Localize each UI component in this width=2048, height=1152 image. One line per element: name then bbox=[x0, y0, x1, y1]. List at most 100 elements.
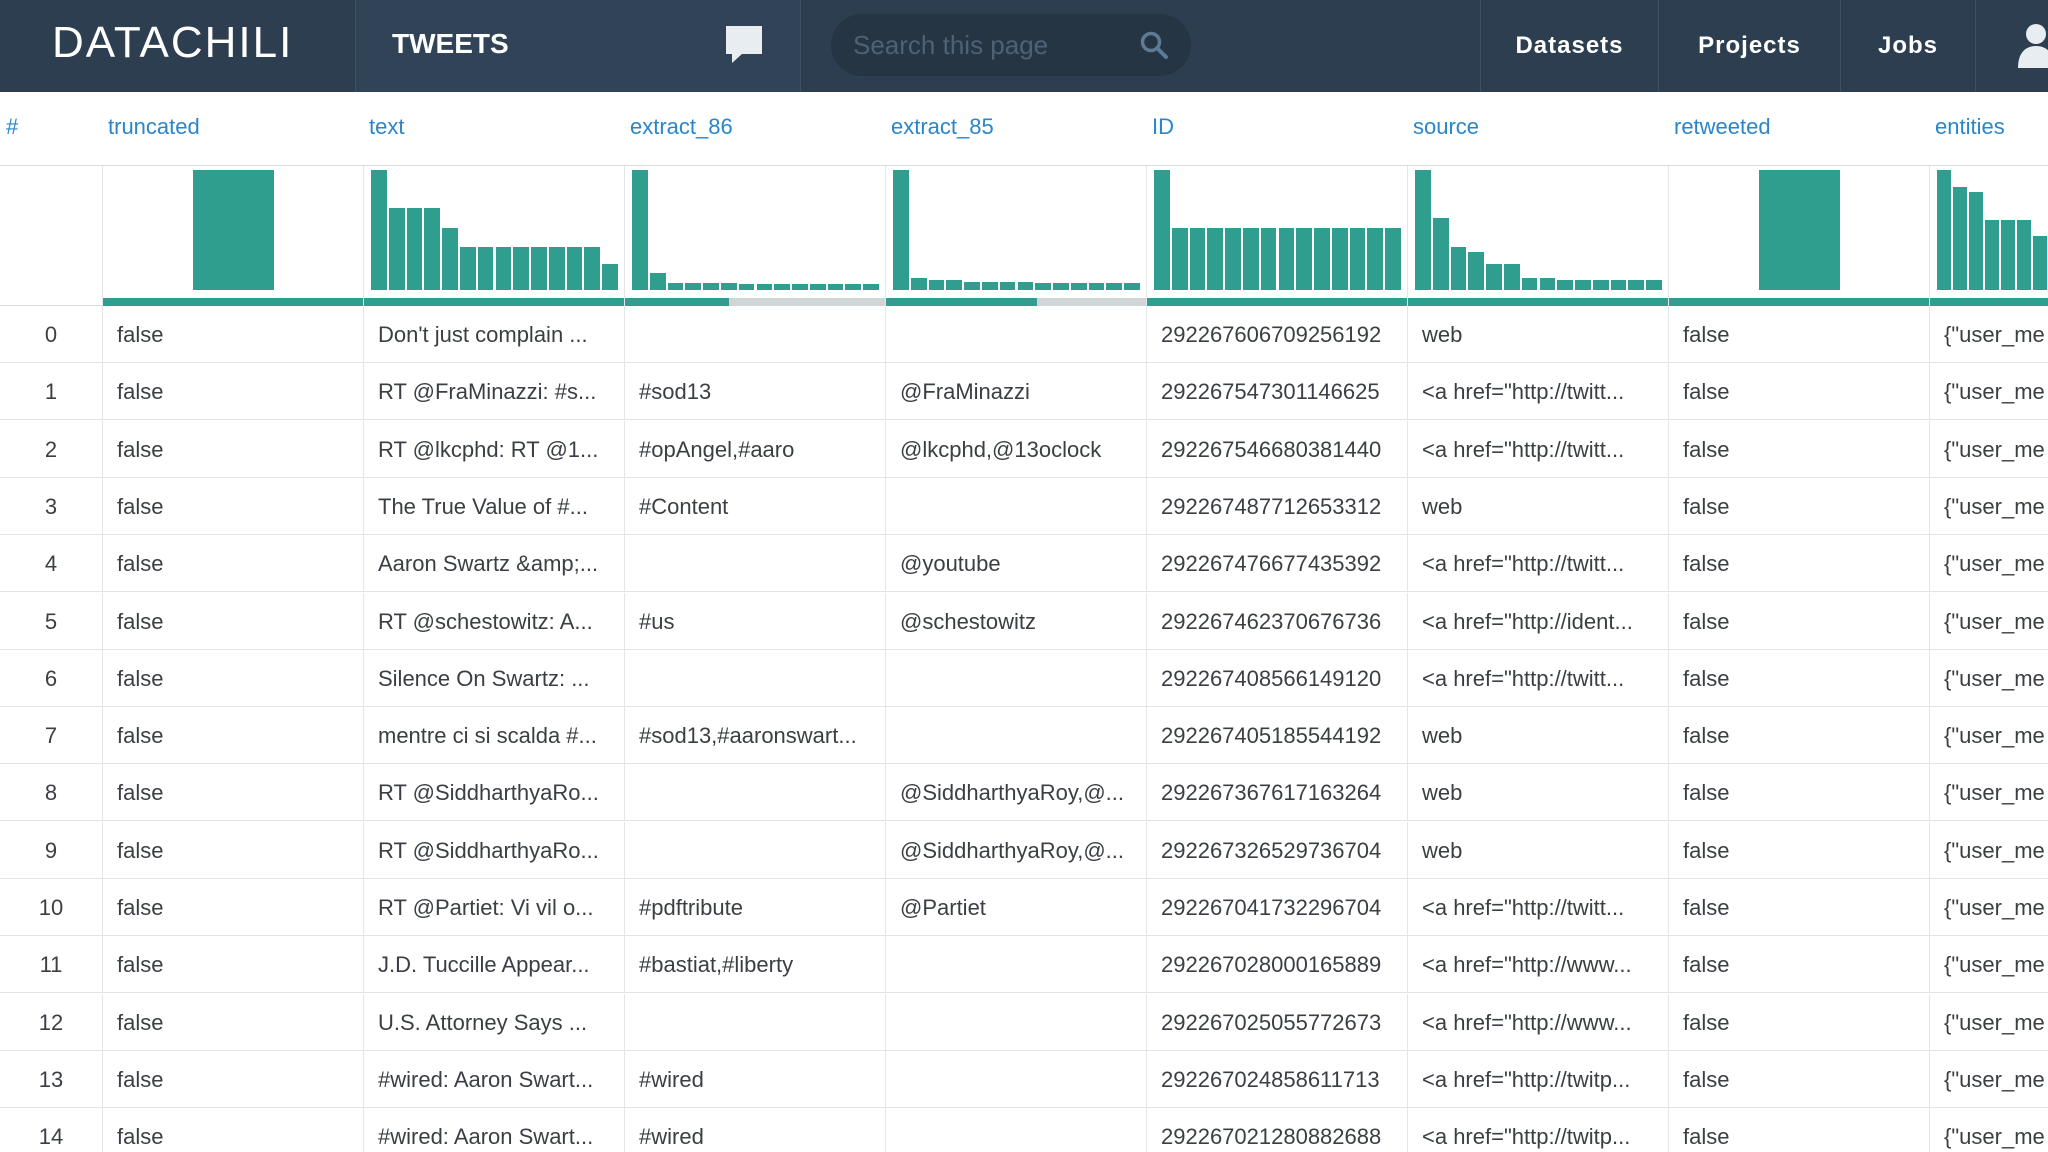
table-row[interactable]: 0 false Don't just complain ... 29226760670… bbox=[0, 306, 2048, 363]
column-header-retweeted[interactable]: retweeted bbox=[1674, 114, 1771, 139]
cell-text[interactable]: Silence On Swartz: ... bbox=[363, 649, 624, 707]
histogram-bar[interactable] bbox=[513, 246, 530, 290]
cell-text[interactable]: J.D. Tuccille Appear... bbox=[363, 936, 624, 994]
cell-source[interactable]: web bbox=[1407, 306, 1668, 363]
histogram-bar[interactable] bbox=[193, 170, 274, 290]
histogram-bar[interactable] bbox=[531, 246, 547, 290]
histogram-bar[interactable] bbox=[1539, 278, 1556, 290]
column-header-entities[interactable]: entities bbox=[1935, 114, 2005, 139]
user-menu[interactable] bbox=[1975, 0, 2048, 92]
histogram-bar[interactable] bbox=[1106, 282, 1123, 290]
histogram-bar[interactable] bbox=[863, 284, 879, 290]
histogram-bar[interactable] bbox=[845, 284, 862, 290]
cell-retweeted[interactable]: false bbox=[1668, 764, 1929, 822]
cell-source[interactable]: <a href="http://twitt... bbox=[1407, 420, 1668, 478]
histogram-bar[interactable] bbox=[756, 284, 773, 290]
cell-truncated[interactable]: false bbox=[102, 363, 363, 421]
cell-source[interactable]: <a href="http://www... bbox=[1407, 993, 1668, 1051]
cell-entities[interactable]: {"user_me bbox=[1929, 764, 2048, 822]
histogram-bar[interactable] bbox=[406, 208, 423, 290]
cell-truncated[interactable]: false bbox=[102, 535, 363, 593]
histogram-bar[interactable] bbox=[566, 246, 583, 290]
cell-entities[interactable]: {"user_me bbox=[1929, 535, 2048, 593]
histogram-bar[interactable] bbox=[981, 281, 998, 290]
cell-retweeted[interactable]: false bbox=[1668, 821, 1929, 879]
cell-entities[interactable]: {"user_me bbox=[1929, 477, 2048, 535]
table-row[interactable]: 4 false Aaron Swartz &amp;... @youtube 29226… bbox=[0, 535, 2048, 593]
histogram-bar[interactable] bbox=[1278, 227, 1295, 290]
table-row[interactable]: 5 false RT @schestowitz: A... #us @schestowi… bbox=[0, 592, 2048, 650]
column-header-truncated[interactable]: truncated bbox=[108, 114, 200, 139]
cell-extract_86[interactable]: #sod13 bbox=[624, 363, 885, 421]
cell-entities[interactable]: {"user_me bbox=[1929, 420, 2048, 478]
cell-text[interactable]: RT @SiddharthyaRo... bbox=[363, 764, 624, 822]
column-header-extract_86[interactable]: extract_86 bbox=[630, 114, 733, 139]
cell-extract_86[interactable] bbox=[624, 764, 885, 822]
cell-retweeted[interactable]: false bbox=[1668, 993, 1929, 1051]
table-row[interactable]: 9 false RT @SiddharthyaRo... @SiddharthyaRo… bbox=[0, 821, 2048, 879]
histogram-source[interactable] bbox=[1407, 166, 1669, 306]
table-row[interactable]: 13 false #wired: Aaron Swart... #wired 29226… bbox=[0, 1050, 2048, 1108]
cell-id[interactable]: 292267028000165889 bbox=[1146, 936, 1407, 994]
cell-entities[interactable]: {"user_me bbox=[1929, 879, 2048, 936]
logo-area[interactable]: DATACHILI bbox=[0, 0, 355, 92]
histogram-bar[interactable] bbox=[1432, 218, 1449, 290]
cell-extract_86[interactable]: #opAngel,#aaro bbox=[624, 420, 885, 478]
histogram-bar[interactable] bbox=[1969, 191, 1983, 290]
cell-id[interactable]: 292267476677435392 bbox=[1146, 535, 1407, 593]
cell-truncated[interactable]: false bbox=[102, 821, 363, 879]
cell-text[interactable]: RT @schestowitz: A... bbox=[363, 592, 624, 650]
histogram-bar[interactable] bbox=[1154, 170, 1170, 290]
histogram-bar[interactable] bbox=[632, 170, 648, 290]
cell-text[interactable]: RT @SiddharthyaRo... bbox=[363, 821, 624, 879]
cell-truncated[interactable]: false bbox=[102, 707, 363, 765]
cell-id[interactable]: 292267367617163264 bbox=[1146, 764, 1407, 822]
cell-extract_86[interactable]: #wired bbox=[624, 1050, 885, 1108]
histogram-bar[interactable] bbox=[1296, 227, 1313, 290]
histogram-bar[interactable] bbox=[1450, 246, 1467, 290]
histogram-bar[interactable] bbox=[1088, 282, 1105, 290]
table-row[interactable]: 2 false RT @lkcphd: RT @1... #opAngel,#aaro… bbox=[0, 420, 2048, 478]
cell-extract_85[interactable]: @lkcphd,@13oclock bbox=[885, 420, 1146, 478]
table-row[interactable]: 8 false RT @SiddharthyaRo... @SiddharthyaRo… bbox=[0, 764, 2048, 822]
cell-extract_85[interactable] bbox=[885, 1108, 1146, 1152]
histogram-bar[interactable] bbox=[1124, 282, 1140, 290]
histogram-bar[interactable] bbox=[548, 246, 565, 290]
cell-truncated[interactable]: false bbox=[102, 1108, 363, 1152]
cell-truncated[interactable]: false bbox=[102, 420, 363, 478]
cell-extract_85[interactable]: @Partiet bbox=[885, 879, 1146, 936]
app-logo[interactable]: DATACHILI bbox=[52, 18, 294, 67]
cell-extract_86[interactable]: #bastiat,#liberty bbox=[624, 936, 885, 994]
cell-extract_86[interactable] bbox=[624, 535, 885, 593]
cell-text[interactable]: mentre ci si scalda #... bbox=[363, 707, 624, 765]
histogram-bar[interactable] bbox=[1503, 263, 1520, 290]
cell-id[interactable]: 292267606709256192 bbox=[1146, 306, 1407, 363]
cell-text[interactable]: #wired: Aaron Swart... bbox=[363, 1108, 624, 1152]
histogram-bar[interactable] bbox=[964, 281, 980, 290]
nav-projects[interactable]: Projects bbox=[1658, 0, 1840, 92]
histogram-bar[interactable] bbox=[809, 284, 826, 290]
cell-extract_85[interactable] bbox=[885, 993, 1146, 1051]
cell-id[interactable]: 292267487712653312 bbox=[1146, 477, 1407, 535]
column-header-extract_85[interactable]: extract_85 bbox=[891, 114, 994, 139]
histogram-bar[interactable] bbox=[1575, 280, 1591, 290]
histogram-bar[interactable] bbox=[1385, 227, 1401, 290]
histogram-bar[interactable] bbox=[1592, 280, 1609, 290]
cell-extract_86[interactable] bbox=[624, 821, 885, 879]
cell-id[interactable]: 292267021280882688 bbox=[1146, 1108, 1407, 1152]
histogram-entities[interactable] bbox=[1929, 166, 2048, 306]
cell-truncated[interactable]: false bbox=[102, 993, 363, 1051]
cell-id[interactable]: 292267546680381440 bbox=[1146, 420, 1407, 478]
table-row[interactable]: 7 false mentre ci si scalda #... #sod13,#aa… bbox=[0, 707, 2048, 765]
histogram-bar[interactable] bbox=[910, 278, 927, 290]
cell-text[interactable]: RT @FraMinazzi: #s... bbox=[363, 363, 624, 421]
cell-text[interactable]: Aaron Swartz &amp;... bbox=[363, 535, 624, 593]
histogram-bar[interactable] bbox=[738, 284, 755, 290]
cell-retweeted[interactable]: false bbox=[1668, 649, 1929, 707]
histogram-id[interactable] bbox=[1146, 166, 1408, 306]
histogram-bar[interactable] bbox=[774, 284, 791, 290]
cell-id[interactable]: 292267024858611713 bbox=[1146, 1050, 1407, 1108]
cell-entities[interactable]: {"user_me bbox=[1929, 592, 2048, 650]
cell-extract_85[interactable]: @SiddharthyaRoy,@... bbox=[885, 764, 1146, 822]
histogram-bar[interactable] bbox=[1367, 227, 1384, 290]
